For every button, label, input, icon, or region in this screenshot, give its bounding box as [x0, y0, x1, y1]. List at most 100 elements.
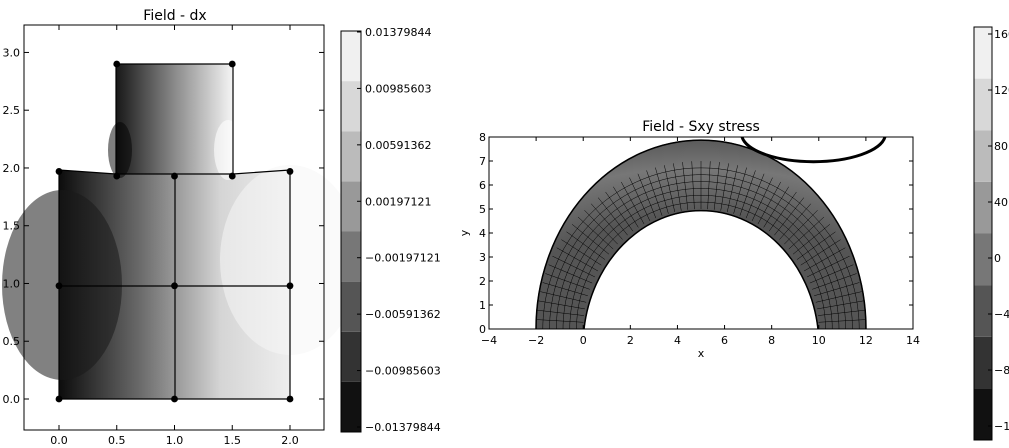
colorbar-band	[341, 231, 361, 282]
y-tick-label: 2.5	[3, 104, 21, 117]
mesh-spoke	[637, 173, 657, 219]
mesh-spoke	[809, 264, 854, 284]
mesh-spoke	[818, 319, 866, 323]
sxy-mesh-lines	[536, 161, 866, 329]
x-tick-label: 2	[627, 334, 634, 347]
mesh-spoke	[552, 255, 595, 278]
mesh-spoke	[800, 239, 841, 266]
mesh-spoke	[774, 197, 805, 236]
y-tick-label: 1.5	[3, 220, 21, 233]
sxy-x-label: x	[698, 347, 705, 360]
colorbar-label: −0.01379844	[365, 421, 441, 434]
mesh-spoke	[536, 319, 584, 323]
mesh-node	[286, 395, 294, 403]
colorbar-label: −0.00591362	[365, 308, 441, 321]
dx-title: Field - dx	[143, 8, 206, 24]
mesh-spoke	[545, 273, 590, 290]
mesh-spoke	[664, 165, 676, 213]
mesh-spoke	[605, 191, 634, 232]
colorbar-label: 80	[994, 140, 1008, 153]
mesh-spoke	[788, 216, 825, 250]
y-tick-label: 3	[479, 251, 486, 264]
mesh-spoke	[751, 177, 773, 221]
colorbar-band	[341, 331, 361, 382]
x-tick-label: 8	[768, 334, 775, 347]
dx-y-axis: 0.0 0.5 1.0 1.5 2.0 2.5 3.0	[3, 46, 324, 406]
colorbar-band	[974, 285, 992, 337]
y-tick-label: 3.0	[3, 46, 21, 59]
x-tick-label: −2	[528, 334, 544, 347]
x-tick-label: 1.5	[224, 434, 242, 447]
mesh-node	[286, 282, 294, 290]
colorbar-frame	[340, 30, 362, 433]
mesh-node	[171, 172, 178, 180]
colorbar-label: 40	[994, 196, 1008, 209]
mesh-spoke	[792, 224, 831, 255]
y-tick-label: 2	[479, 275, 486, 288]
mesh-spoke	[673, 163, 682, 211]
colorbar-band	[341, 381, 361, 432]
colorbar-label: 0.00197121	[365, 195, 431, 208]
mesh-spoke	[655, 167, 669, 214]
colorbar-band	[341, 131, 361, 182]
sxy-contact-circle	[740, 137, 887, 164]
colorbar-label: 0.00591362	[365, 139, 431, 152]
y-tick-label: 0	[479, 323, 486, 336]
mesh-spoke	[757, 181, 781, 225]
mesh-spoke	[796, 231, 836, 260]
x-tick-label: 0.5	[108, 434, 126, 447]
mesh-spoke	[707, 161, 711, 210]
mesh-node	[113, 60, 121, 68]
y-tick-label: 5	[479, 203, 486, 216]
y-tick-label: 6	[479, 179, 486, 192]
x-tick-label: 14	[906, 334, 920, 347]
mesh-spoke	[713, 162, 720, 210]
mesh-spoke	[597, 197, 628, 236]
mesh-spoke	[566, 231, 606, 260]
mesh-spoke	[538, 300, 585, 310]
y-tick-label: 2.0	[3, 162, 21, 175]
colorbar-label: 120	[994, 84, 1009, 97]
mesh-spoke	[739, 170, 756, 216]
colorbar-label: 0.01379844	[365, 26, 431, 39]
mesh-spoke	[807, 255, 850, 278]
colorbar-label: −120	[994, 420, 1009, 433]
mesh-spoke	[726, 165, 738, 213]
colorbar-band	[974, 181, 992, 234]
colorbar-label: −0.00197121	[365, 252, 441, 265]
y-tick-label: 0.0	[3, 393, 21, 406]
mesh-spoke	[768, 191, 797, 232]
mesh-spoke	[561, 239, 602, 266]
mesh-node	[171, 282, 178, 290]
mesh-spoke	[682, 162, 689, 210]
colorbar-band	[341, 31, 361, 82]
x-tick-label: 2.0	[281, 434, 299, 447]
colorbar-band	[341, 181, 361, 232]
x-tick-label: −4	[481, 334, 497, 347]
mesh-node	[113, 172, 121, 180]
colorbar-band	[974, 78, 992, 131]
mesh-spoke	[590, 203, 623, 240]
x-tick-label: 10	[812, 334, 826, 347]
mesh-spoke	[646, 170, 663, 216]
colorbar-frame	[973, 26, 993, 441]
y-tick-label: 8	[479, 131, 486, 144]
colorbar-band	[341, 81, 361, 132]
mesh-spoke	[556, 247, 599, 272]
colorbar-label: 160	[994, 28, 1009, 41]
x-tick-label: 6	[721, 334, 728, 347]
y-tick-label: 1	[479, 299, 486, 312]
x-tick-label: 12	[859, 334, 873, 347]
sxy-chart: Field - Sxy stress −4 −2 0 2 4 6 8 10 12 14 01234…	[458, 26, 1009, 441]
colorbar-band	[974, 388, 992, 440]
dx-mesh-nodes	[55, 60, 294, 403]
colorbar-label: 0.00985603	[365, 82, 431, 95]
x-tick-label: 0	[580, 334, 587, 347]
y-tick-label: 1.0	[3, 277, 21, 290]
x-tick-label: 4	[674, 334, 681, 347]
sxy-ring-outline	[535, 139, 867, 329]
colorbar-band	[974, 336, 992, 389]
mesh-node	[55, 282, 63, 290]
mesh-spoke	[537, 309, 584, 316]
